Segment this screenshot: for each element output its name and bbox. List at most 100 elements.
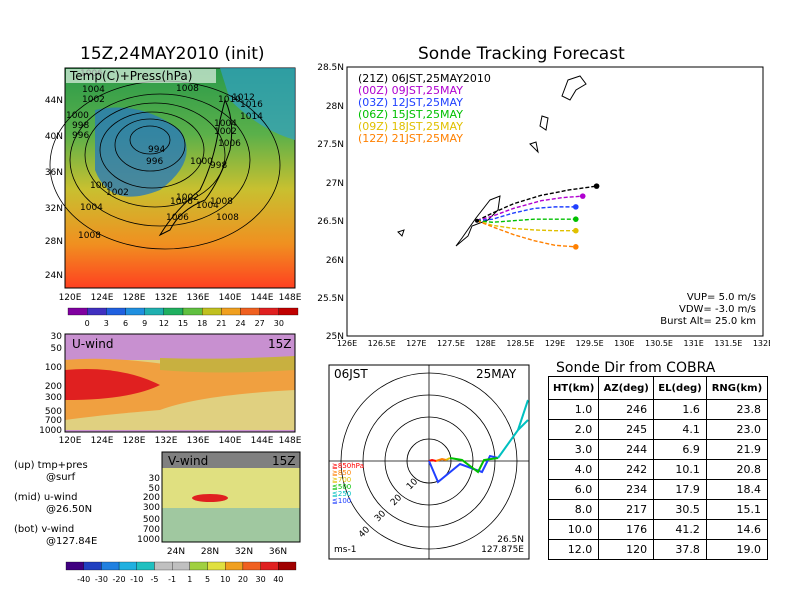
colorbar-swatch bbox=[259, 307, 279, 316]
x-tick: 132E bbox=[753, 339, 770, 348]
svg-text:1000: 1000 bbox=[190, 157, 213, 167]
svg-text:500: 500 bbox=[143, 515, 160, 525]
track-legend: (21Z) 06JST,25MAY2010(00Z) 09JST,25MAY(0… bbox=[358, 72, 491, 145]
track-lines bbox=[475, 183, 600, 250]
init-title: 15Z,24MAY2010 (init) bbox=[80, 44, 265, 64]
svg-text:124E: 124E bbox=[91, 436, 114, 446]
colorbar-swatch bbox=[182, 307, 203, 316]
colorbar-tick: 0 bbox=[85, 319, 90, 328]
colorbar-swatch bbox=[101, 561, 120, 571]
x-tick: 129E bbox=[545, 339, 565, 348]
launch-point bbox=[475, 218, 479, 223]
vwind-label: V-wind bbox=[168, 454, 208, 468]
table-row: 4.0 242 10.1 20.8 bbox=[547, 459, 769, 480]
table-cell: 176 bbox=[598, 519, 655, 540]
height-legend-entry: ≧850 bbox=[332, 469, 351, 477]
colorbar-tick: 3 bbox=[104, 319, 109, 328]
svg-text:27N: 27N bbox=[326, 179, 344, 189]
colorbar-tick: -1 bbox=[168, 575, 176, 584]
svg-text:1006: 1006 bbox=[218, 139, 241, 149]
colorbar-tick: 40 bbox=[273, 575, 283, 584]
svg-text:30: 30 bbox=[51, 332, 63, 342]
svg-text:32N: 32N bbox=[45, 204, 63, 214]
svg-text:136E: 136E bbox=[187, 436, 210, 446]
svg-text:144E: 144E bbox=[251, 436, 274, 446]
track-endpoint bbox=[573, 204, 579, 210]
x-tick: 128.5E bbox=[506, 339, 534, 348]
wind-colorbar: -40 -30 -20 -10 -5 -1 1 5 10 20 30 40 bbox=[65, 561, 297, 584]
table-cell: 41.2 bbox=[653, 519, 707, 540]
svg-text:120E: 120E bbox=[59, 436, 82, 446]
colorbar-tick: 5 bbox=[205, 575, 210, 584]
svg-text:32N: 32N bbox=[235, 547, 253, 557]
track-endpoint bbox=[573, 244, 579, 250]
svg-text:128E: 128E bbox=[123, 293, 146, 303]
colorbar-tick: 15 bbox=[178, 319, 188, 328]
table-cell: 20.8 bbox=[705, 459, 769, 480]
colorbar-tick: 20 bbox=[238, 575, 248, 584]
colorbar-swatch bbox=[278, 561, 297, 571]
svg-text:100: 100 bbox=[45, 363, 62, 373]
colorbar-tick: 9 bbox=[142, 319, 147, 328]
svg-text:500: 500 bbox=[45, 407, 62, 417]
table-cell: 4.0 bbox=[547, 459, 600, 480]
colorbar-swatch bbox=[242, 561, 261, 571]
colorbar-swatch bbox=[240, 307, 260, 316]
uwind-time: 15Z bbox=[268, 337, 292, 351]
table-cell: 246 bbox=[598, 399, 655, 420]
x-tick: 126.5E bbox=[368, 339, 396, 348]
table-cell: 6.0 bbox=[547, 479, 600, 500]
colorbar-swatch bbox=[278, 307, 299, 316]
x-tick: 130E bbox=[614, 339, 634, 348]
svg-text:VUP= 5.0 m/s: VUP= 5.0 m/s bbox=[687, 292, 756, 303]
table-cell: 4.1 bbox=[653, 419, 707, 440]
table-cell: 21.9 bbox=[705, 439, 769, 460]
svg-text:148E: 148E bbox=[279, 436, 302, 446]
colorbar-swatch bbox=[207, 561, 226, 571]
svg-text:1012: 1012 bbox=[232, 93, 255, 103]
table-cell: 23.0 bbox=[705, 419, 769, 440]
temp-colorbar: 0 3 6 9 12 15 18 21 24 27 30 bbox=[67, 307, 299, 328]
colorbar-tick: 12 bbox=[159, 319, 169, 328]
table-cell: 234 bbox=[598, 479, 655, 500]
vwind-time: 15Z bbox=[272, 454, 296, 468]
track-line bbox=[476, 218, 576, 223]
svg-text:1006: 1006 bbox=[166, 213, 189, 223]
x-tick: 128E bbox=[476, 339, 496, 348]
svg-text:144E: 144E bbox=[251, 293, 274, 303]
svg-text:136E: 136E bbox=[187, 293, 210, 303]
uwind-panel: U-wind 15Z 30 50 100 200 300 500 700 100… bbox=[39, 332, 302, 446]
colorbar-swatch bbox=[106, 307, 126, 316]
colorbar-tick: 18 bbox=[197, 319, 207, 328]
table-cell: 12.0 bbox=[547, 539, 600, 560]
colorbar-swatch bbox=[87, 307, 107, 316]
svg-text:1000: 1000 bbox=[90, 181, 113, 191]
table-cell: 17.9 bbox=[653, 479, 707, 500]
table-cell: 6.9 bbox=[653, 439, 707, 460]
legend-entry: (00Z) 09JST,25MAY bbox=[358, 84, 463, 97]
height-legend-entry: ≦100 bbox=[332, 497, 351, 505]
cobra-table: HT(km) AZ(deg) EL(deg) RNG(km) 1.0 246 1.6… bbox=[547, 376, 769, 560]
col-el: EL(deg) bbox=[653, 376, 707, 400]
track-line bbox=[476, 195, 583, 222]
table-cell: 8.0 bbox=[547, 499, 600, 520]
polar-unit: ms-1 bbox=[334, 545, 356, 555]
table-cell: 14.6 bbox=[705, 519, 769, 540]
svg-text:1008: 1008 bbox=[78, 231, 101, 241]
svg-text:1004: 1004 bbox=[80, 203, 103, 213]
table-cell: 245 bbox=[598, 419, 655, 440]
svg-text:50: 50 bbox=[149, 484, 161, 494]
table-cell: 3.0 bbox=[547, 439, 600, 460]
colorbar-tick: -10 bbox=[130, 575, 143, 584]
svg-text:700: 700 bbox=[45, 416, 62, 426]
track-endpoint bbox=[579, 193, 586, 199]
svg-text:25N: 25N bbox=[326, 332, 344, 342]
x-tick: 131.5E bbox=[714, 339, 742, 348]
colorbar-swatch bbox=[202, 307, 222, 316]
svg-text:132E: 132E bbox=[155, 293, 178, 303]
track-line bbox=[476, 206, 576, 222]
table-row: 8.0 217 30.5 15.1 bbox=[547, 499, 769, 520]
colorbar-tick: 30 bbox=[274, 319, 284, 328]
svg-text:28.5N: 28.5N bbox=[317, 63, 344, 73]
track-x-axis: 126E 126.5E 127E 127.5E 128E 128.5E 129E 129.5E… bbox=[337, 339, 770, 348]
